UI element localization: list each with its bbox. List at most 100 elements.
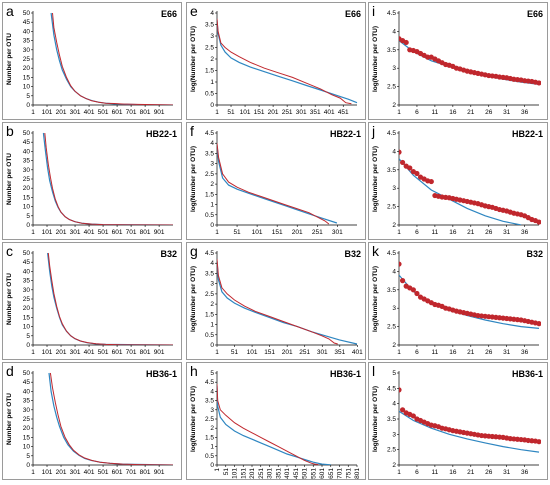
x-tick-label: 101 (252, 229, 263, 236)
y-tick-label: 2 (210, 301, 214, 308)
y-tick-label: 4 (392, 28, 396, 35)
x-tick-label: 901 (154, 349, 165, 356)
x-tick-label: 151 (240, 468, 247, 479)
data-point (399, 149, 402, 155)
x-tick-label: 401 (84, 349, 95, 356)
panel-letter: a (6, 3, 14, 19)
x-tick-label: 301 (70, 349, 81, 356)
fitted-curve (50, 12, 174, 105)
data-point (403, 39, 409, 46)
y-tick-label: 20 (23, 65, 31, 72)
x-tick-label: 401 (284, 468, 291, 479)
y-tick-label: 5 (26, 333, 30, 340)
y-tick-label: 4.5 (387, 250, 396, 257)
y-axis-label: log(Number per OTU) (372, 386, 379, 452)
chart-svg-e: log(Number per OTU) E66 0 0.5 1 1.5 2 2.5 3 3.5 4 1… (190, 9, 361, 116)
x-tick-label: 201 (56, 229, 67, 236)
x-tick-label: 31 (503, 109, 511, 116)
y-tick-label: 0.5 (205, 332, 214, 339)
y-tick-label: 1 (210, 444, 214, 451)
chart-panel-b: b Number per OTU HB22-1 0 5 10 15 20 25 30 35 40 45 5… (2, 122, 182, 240)
data-point (410, 287, 416, 293)
y-tick-label: 25 (23, 176, 31, 183)
observed-curve (217, 383, 319, 465)
y-tick-label: 4.5 (205, 130, 214, 137)
x-tick-label: 301 (70, 229, 81, 236)
x-tick-label: 101 (42, 349, 53, 356)
y-tick-label: 4 (210, 140, 214, 147)
y-tick-label: 3 (210, 33, 214, 40)
plot-area (48, 372, 174, 465)
y-tick-label: 1.5 (205, 434, 214, 441)
x-tick-label: 51 (233, 229, 241, 236)
y-tick-label: 0 (210, 462, 214, 469)
x-tick-label: 251 (299, 349, 310, 356)
x-tick-label: 1 (214, 468, 221, 472)
y-tick-label: 3 (392, 305, 396, 312)
x-tick-label: 51 (227, 109, 235, 116)
y-tick-label: 5 (26, 93, 30, 100)
x-tick-label: 1 (31, 109, 35, 116)
y-tick-label: 1 (210, 79, 214, 86)
x-tick-label: 101 (247, 349, 258, 356)
panel-letter: k (372, 243, 379, 259)
sample-title: E66 (161, 9, 177, 19)
x-tick-label: 21 (467, 469, 475, 476)
chart-panel-k: k log(Number per OTU) B32 2 2.5 3 3.5 4 4.5 1 6 11 1… (368, 242, 548, 360)
observed-curve (49, 372, 174, 465)
observed-curve (217, 259, 338, 345)
y-tick-label: 0 (26, 102, 30, 109)
y-tick-label: 0.5 (205, 212, 214, 219)
x-tick-label: 801 (354, 468, 361, 479)
x-tick-label: 201 (282, 349, 293, 356)
x-tick-label: 201 (56, 109, 67, 116)
x-tick-label: 201 (56, 349, 67, 356)
y-tick-label: 2.5 (387, 84, 396, 91)
y-tick-label: 0.5 (205, 91, 214, 98)
y-tick-label: 40 (23, 28, 31, 35)
x-tick-label: 11 (432, 349, 439, 356)
x-tick-label: 601 (112, 109, 123, 116)
y-tick-label: 10 (23, 444, 31, 451)
y-tick-label: 40 (23, 388, 31, 395)
y-tick-label: 4 (210, 260, 214, 267)
plot-area (217, 383, 331, 465)
chart-svg-b: Number per OTU HB22-1 0 5 10 15 20 25 30 35 40 45 50… (6, 129, 177, 236)
x-tick-label: 16 (449, 349, 457, 356)
x-tick-label: 301 (332, 229, 343, 236)
x-tick-label: 151 (254, 109, 265, 116)
y-tick-label: 2 (210, 181, 214, 188)
x-tick-label: 36 (521, 229, 529, 236)
panel-letter: g (190, 243, 198, 259)
x-tick-label: 1 (215, 109, 219, 116)
y-tick-label: 25 (23, 56, 31, 63)
observed-curve (217, 143, 330, 225)
observed-curve (47, 252, 174, 345)
panel-letter: f (190, 123, 194, 139)
panel-letter: d (6, 363, 14, 379)
y-tick-label: 0 (26, 222, 30, 229)
y-tick-label: 4.5 (387, 130, 396, 137)
x-tick-label: 21 (467, 229, 475, 236)
x-tick-label: 101 (232, 468, 239, 479)
x-tick-label: 51 (231, 349, 239, 356)
y-axis-label: log(Number per OTU) (190, 26, 197, 92)
x-tick-label: 36 (521, 469, 529, 476)
sample-title: B32 (344, 249, 361, 259)
y-tick-label: 3.5 (205, 22, 214, 29)
sample-title: E66 (527, 9, 543, 19)
y-tick-label: 3 (210, 281, 214, 288)
x-tick-label: 101 (42, 229, 53, 236)
x-tick-label: 21 (467, 109, 475, 116)
x-tick-label: 36 (521, 109, 529, 116)
sample-title: B32 (526, 249, 543, 259)
plot-area (217, 259, 358, 345)
x-tick-label: 26 (485, 109, 493, 116)
y-tick-label: 3.5 (205, 270, 214, 277)
sample-title: HB36-1 (512, 369, 543, 379)
chart-svg-h: log(Number per OTU) HB36-1 0 0.5 1 1.5 2 2.5 3 3.… (190, 369, 361, 479)
chart-svg-g: log(Number per OTU) B32 0 0.5 1 1.5 2 2.5 3 3.5 4 4… (190, 249, 363, 356)
